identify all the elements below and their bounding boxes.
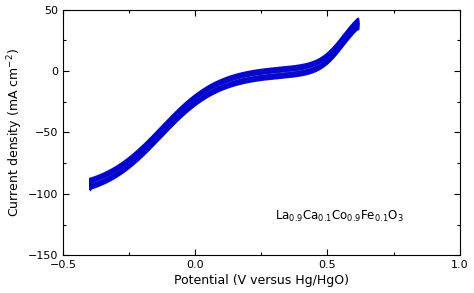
X-axis label: Potential (V versus Hg/HgO): Potential (V versus Hg/HgO) xyxy=(174,275,349,287)
Y-axis label: Current density (mA cm$^{-2}$): Current density (mA cm$^{-2}$) xyxy=(6,48,25,217)
Text: La$_{0.9}$Ca$_{0.1}$Co$_{0.9}$Fe$_{0.1}$O$_3$: La$_{0.9}$Ca$_{0.1}$Co$_{0.9}$Fe$_{0.1}$… xyxy=(274,209,403,224)
